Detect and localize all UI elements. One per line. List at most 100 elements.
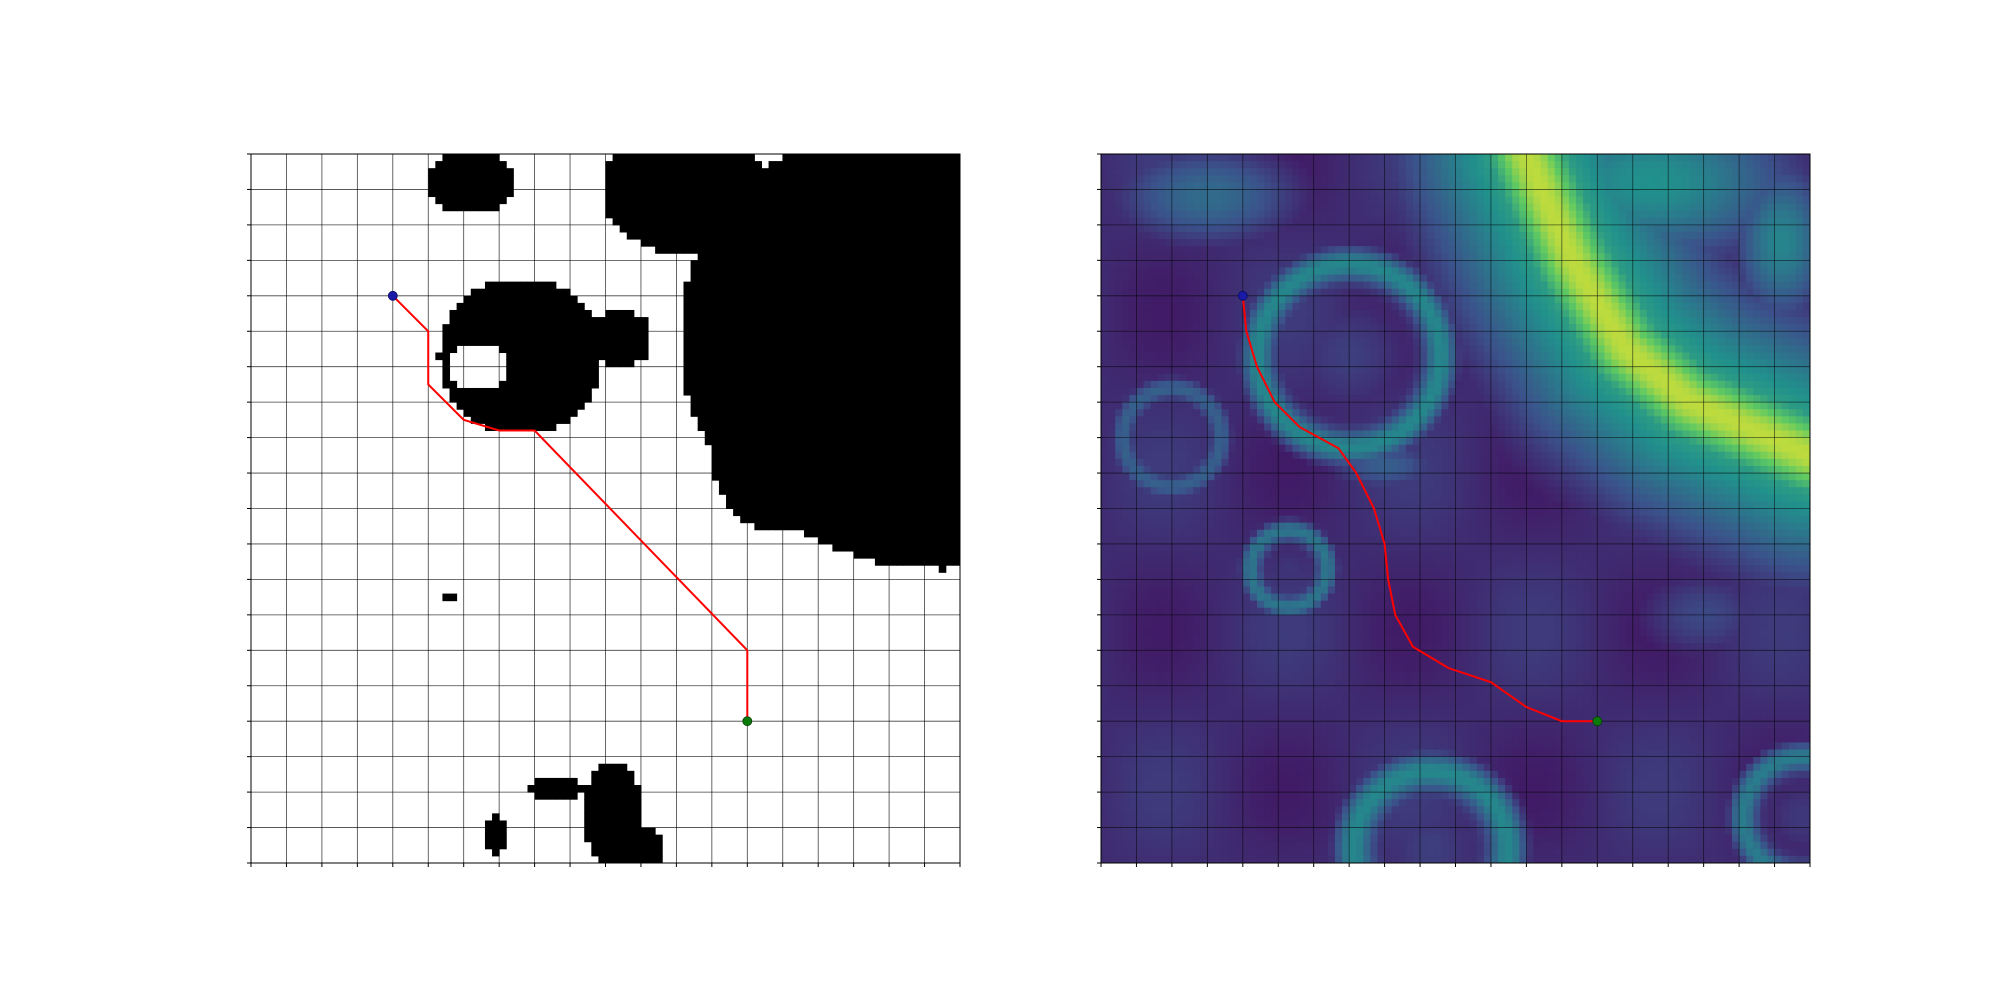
cost-cell — [1561, 154, 1570, 162]
occupancy-cell — [733, 203, 741, 212]
cost-cell — [1370, 260, 1379, 268]
occupancy-cell — [804, 487, 812, 495]
cost-cell — [1561, 295, 1570, 304]
occupancy-cell — [506, 423, 514, 432]
cost-cell — [1724, 246, 1733, 254]
occupancy-cell — [867, 494, 876, 502]
occupancy-cell — [782, 168, 791, 176]
occupancy-cell — [952, 281, 961, 290]
cost-cell — [1661, 203, 1669, 212]
cost-cell — [1285, 281, 1293, 290]
occupancy-cell — [591, 813, 599, 821]
occupancy-cell — [449, 324, 458, 332]
occupancy-cell — [492, 820, 500, 829]
cost-cell — [1143, 267, 1152, 276]
cost-cell — [1256, 203, 1265, 212]
occupancy-cell — [804, 395, 812, 403]
cost-cell — [1441, 239, 1449, 247]
occupancy-cell — [733, 309, 741, 318]
occupancy-cell — [711, 196, 720, 205]
cost-cell — [1668, 217, 1676, 226]
cost-cell — [1462, 189, 1471, 198]
cost-cell — [1781, 239, 1790, 247]
cost-cell — [1377, 154, 1386, 162]
cost-cell — [1618, 203, 1627, 212]
cost-cell — [1285, 260, 1293, 268]
cost-cell — [1483, 295, 1492, 304]
occupancy-cell — [917, 558, 926, 566]
occupancy-cell — [726, 175, 734, 183]
cost-cell — [1384, 246, 1393, 254]
cost-cell — [1554, 281, 1563, 290]
occupancy-cell — [711, 373, 720, 382]
occupancy-cell — [534, 402, 543, 410]
occupancy-cell — [882, 373, 890, 382]
cost-cell — [1455, 260, 1464, 268]
occupancy-cell — [874, 551, 883, 559]
occupancy-cell — [555, 402, 564, 410]
cost-cell — [1625, 246, 1634, 254]
occupancy-cell — [789, 423, 798, 432]
cost-cell — [1781, 281, 1790, 290]
occupancy-cell — [470, 182, 479, 190]
occupancy-cell — [867, 295, 876, 304]
occupancy-cell — [938, 423, 947, 432]
occupancy-cell — [768, 416, 777, 424]
cost-cell — [1278, 295, 1286, 304]
cost-cell — [1661, 161, 1669, 169]
cost-cell — [1505, 246, 1513, 254]
occupancy-cell — [882, 175, 890, 183]
occupancy-cell — [811, 387, 819, 396]
cost-cell — [1590, 161, 1598, 169]
cost-cell — [1271, 288, 1279, 297]
cost-cell — [1512, 217, 1520, 226]
occupancy-cell — [726, 487, 734, 495]
occupancy-cell — [456, 395, 465, 403]
cost-cell — [1505, 267, 1513, 276]
cost-cell — [1313, 260, 1322, 268]
occupancy-cell — [782, 331, 791, 339]
occupancy-cell — [612, 820, 621, 829]
occupancy-cell — [818, 465, 826, 474]
occupancy-cell — [903, 345, 911, 354]
occupancy-cell — [541, 281, 550, 290]
cost-cell — [1469, 196, 1478, 205]
occupancy-cell — [726, 352, 734, 361]
cost-cell — [1249, 154, 1258, 162]
occupancy-cell — [917, 161, 926, 169]
occupancy-cell — [832, 508, 840, 517]
occupancy-cell — [555, 352, 564, 361]
cost-cell — [1724, 189, 1733, 198]
occupancy-cell — [548, 281, 557, 290]
occupancy-cell — [903, 260, 911, 268]
cost-cell — [1370, 281, 1379, 290]
cost-cell — [1228, 274, 1237, 283]
cost-cell — [1519, 260, 1527, 268]
left-gridlines — [251, 154, 960, 863]
cost-cell — [1455, 231, 1464, 240]
occupancy-cell — [711, 324, 720, 332]
cost-cell — [1802, 175, 1811, 183]
occupancy-cell — [811, 189, 819, 198]
cost-cell — [1427, 231, 1435, 240]
occupancy-cell — [931, 217, 940, 226]
cost-cell — [1618, 161, 1627, 169]
occupancy-cell — [896, 274, 904, 283]
occupancy-cell — [648, 231, 656, 240]
occupancy-cell — [733, 395, 741, 403]
occupancy-cell — [740, 416, 748, 424]
occupancy-cell — [527, 785, 536, 793]
occupancy-cell — [882, 182, 890, 190]
occupancy-cell — [640, 168, 649, 176]
cost-cell — [1249, 295, 1258, 304]
occupancy-cell — [484, 820, 493, 829]
cost-cell — [1476, 224, 1485, 233]
occupancy-cell — [825, 465, 833, 474]
occupancy-cell — [754, 458, 762, 467]
cost-cell — [1448, 203, 1456, 212]
cost-cell — [1143, 260, 1152, 268]
occupancy-cell — [811, 444, 819, 453]
cost-cell — [1264, 231, 1272, 240]
occupancy-cell — [697, 366, 706, 375]
occupancy-cell — [931, 352, 940, 361]
